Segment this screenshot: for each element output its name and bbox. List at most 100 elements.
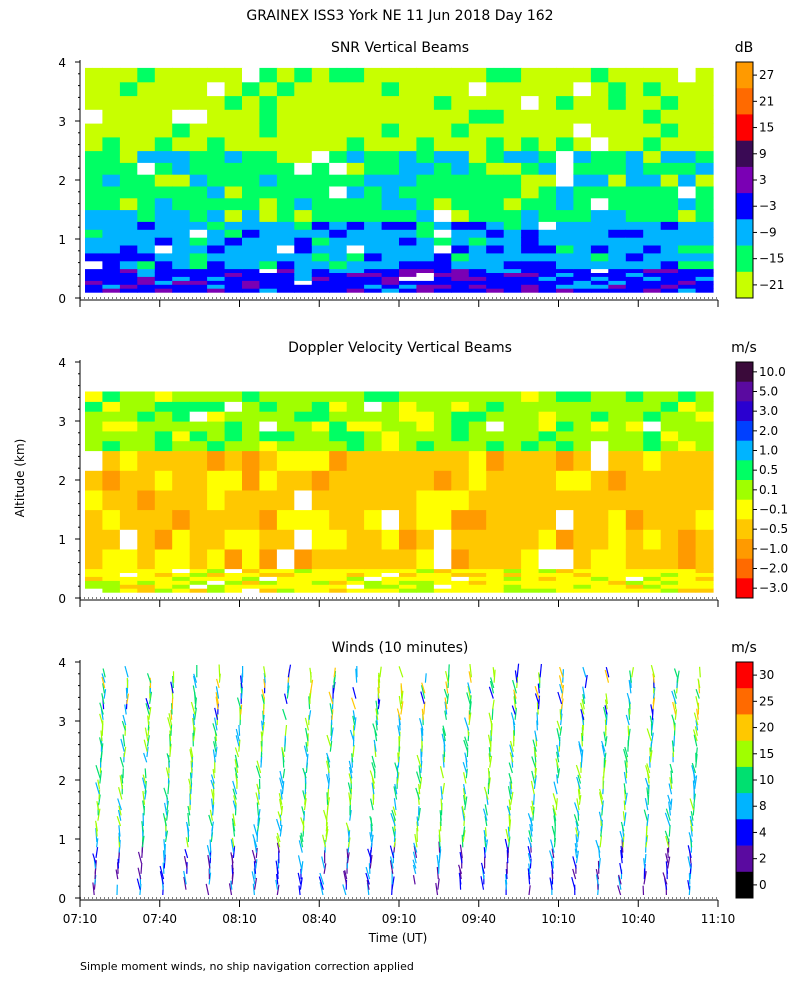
heatmap-cell (381, 136, 400, 152)
heatmap-cell (399, 568, 417, 573)
heatmap-cell (556, 67, 574, 83)
wind-barb (281, 781, 285, 795)
heatmap-cell (608, 584, 627, 589)
wind-barb (555, 758, 559, 768)
heatmap-cell (242, 95, 260, 110)
heatmap-cell (102, 580, 121, 585)
heatmap-cell (329, 430, 348, 442)
heatmap-cell (154, 450, 173, 471)
heatmap-cell (678, 450, 697, 471)
heatmap-cell (224, 95, 243, 110)
heatmap-cell (521, 529, 540, 550)
heatmap-cell (521, 588, 540, 593)
heatmap-cell (468, 576, 487, 581)
heatmap-cell (154, 411, 173, 422)
wind-barb (513, 689, 517, 699)
heatmap-cell (433, 584, 452, 589)
heatmap-cell (556, 391, 574, 402)
heatmap-cell (590, 391, 609, 402)
heatmap-cell (259, 252, 278, 262)
heatmap-cell (346, 288, 365, 293)
heatmap-cell (154, 440, 173, 452)
heatmap-cell (486, 430, 505, 442)
heatmap-cell (346, 588, 365, 593)
heatmap-cell (643, 237, 662, 246)
heatmap-cell (538, 288, 557, 293)
heatmap-cell (573, 548, 592, 570)
wind-barb (326, 773, 330, 784)
wind-barb (92, 882, 95, 896)
wind-barb (326, 752, 331, 763)
heatmap-cell (556, 95, 574, 110)
colorbar-swatch (736, 662, 753, 689)
heatmap-cell (329, 421, 348, 432)
heatmap-cell (503, 268, 522, 273)
heatmap-cell (329, 509, 348, 530)
colorbar-label: 4 (759, 825, 767, 839)
heatmap-cell (329, 450, 348, 471)
wind-barb (143, 752, 148, 763)
wind-barb (297, 855, 303, 869)
wind-barb (576, 831, 580, 843)
heatmap-cell (381, 440, 400, 452)
heatmap-cell (172, 237, 191, 246)
heatmap-cell (451, 401, 470, 412)
heatmap-cell (433, 450, 452, 471)
heatmap-cell (451, 237, 470, 246)
heatmap-cell (242, 229, 260, 238)
wind-barb (582, 686, 586, 699)
heatmap-cell (85, 411, 103, 422)
wind-barb (509, 740, 514, 752)
wind-barb (163, 787, 169, 800)
wind-barb (394, 762, 399, 774)
wind-barb (232, 813, 236, 827)
wind-barb (189, 749, 194, 763)
heatmap-cell (346, 109, 365, 124)
heatmap-cell (329, 67, 348, 83)
heatmap-cell (416, 276, 435, 281)
wind-barb (560, 698, 564, 710)
wind-barb (665, 861, 669, 874)
heatmap-cell (573, 197, 592, 211)
wind-barb (623, 800, 626, 811)
heatmap-cell (259, 109, 278, 124)
heatmap-cell (381, 430, 400, 442)
heatmap-cell (451, 276, 470, 281)
heatmap-cell (119, 174, 138, 187)
heatmap-cell (346, 411, 365, 422)
heatmap-cell (451, 470, 470, 491)
heatmap-cell (259, 421, 278, 432)
heatmap-cell (311, 123, 330, 138)
heatmap-cell (399, 197, 417, 211)
heatmap-cell (486, 529, 505, 550)
colorbar-label: 0 (759, 878, 767, 892)
heatmap-cell (433, 109, 452, 124)
heatmap-cell (85, 109, 103, 124)
heatmap-cell (660, 284, 679, 289)
heatmap-cell (643, 430, 662, 442)
wind-barb (577, 789, 581, 800)
heatmap-cell (329, 576, 348, 581)
heatmap-cell (433, 284, 452, 289)
heatmap-cell (154, 576, 173, 581)
heatmap-cell (137, 529, 156, 550)
y-tick-label: 3 (58, 415, 66, 429)
heatmap-cell (119, 95, 138, 110)
heatmap-cell (486, 123, 505, 138)
wind-barb (529, 823, 533, 837)
wind-barb (257, 817, 261, 832)
heatmap-cell (416, 391, 435, 402)
heatmap-cell (695, 209, 714, 222)
wind-barb (118, 825, 121, 837)
wind-barb (572, 856, 577, 869)
heatmap-cell (468, 529, 487, 550)
heatmap-cell (276, 391, 295, 402)
heatmap-cell (172, 95, 191, 110)
heatmap-cell (433, 411, 452, 422)
heatmap-cell (643, 411, 662, 422)
heatmap-cell (538, 276, 557, 281)
wind-barb (462, 762, 468, 774)
heatmap-cell (154, 197, 173, 211)
heatmap-cell (625, 548, 644, 570)
heatmap-cell (276, 411, 295, 422)
